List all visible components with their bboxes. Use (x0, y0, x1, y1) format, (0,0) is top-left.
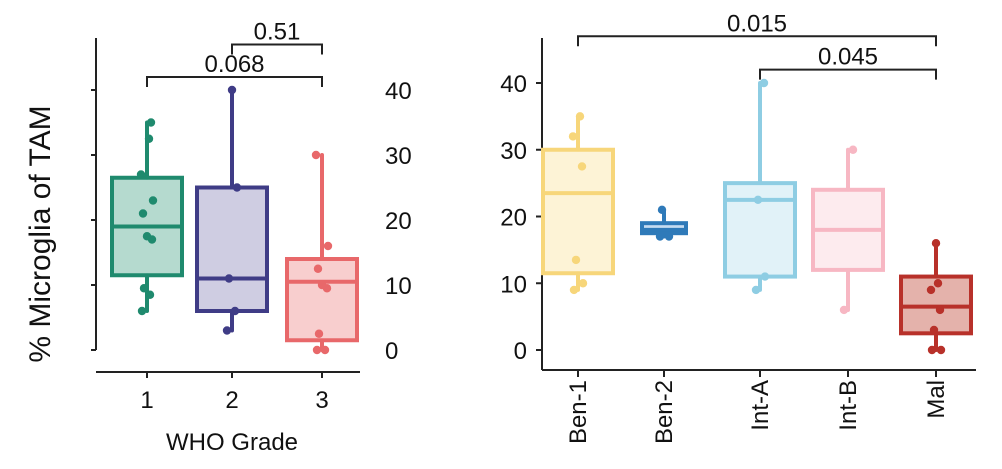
right-significance-bracket: 0.015 (577, 10, 937, 47)
data-point (227, 85, 237, 95)
left-box-1 (110, 118, 184, 316)
data-point (839, 305, 849, 315)
left-y-tick-label: 20 (385, 208, 412, 235)
left-x-tick-label: 2 (225, 387, 238, 414)
bracket-line (231, 43, 323, 55)
left-boxes (110, 85, 359, 355)
right-box-Ben-1 (541, 112, 615, 295)
right-box-Mal (899, 239, 973, 355)
data-point (323, 241, 333, 251)
data-point (311, 150, 321, 160)
right-annotations: 0.015 0.045 (577, 10, 937, 80)
data-point (577, 162, 587, 171)
data-point (137, 306, 147, 316)
data-point (655, 232, 665, 241)
data-point (224, 274, 234, 283)
data-point (760, 272, 770, 281)
data-point (926, 285, 936, 295)
left-x-ticks: 1 2 3 (140, 372, 329, 414)
data-point (144, 134, 154, 143)
data-point (148, 196, 158, 205)
bracket-line (146, 76, 323, 87)
left-significance-bracket: 0.068 (146, 51, 323, 87)
data-point (578, 279, 588, 288)
box-body (541, 147, 615, 276)
data-point (232, 183, 242, 192)
data-point (753, 195, 763, 205)
data-point (230, 306, 240, 316)
data-point (146, 118, 156, 127)
data-point (139, 284, 149, 293)
right-x-tick-label: Ben-1 (565, 380, 592, 444)
data-point (317, 280, 327, 290)
right-x-ticks: Ben-1 Ben-2 Int-A Int-B Mal (565, 370, 950, 444)
data-point (935, 305, 945, 315)
left-y-ticks: 0 10 20 30 40 (91, 78, 412, 365)
left-x-tick-label: 1 (140, 387, 153, 414)
box-body (285, 257, 359, 343)
right-boxes (541, 78, 973, 355)
right-y-tick-label: 0 (514, 338, 527, 365)
p-value-label: 0.068 (204, 51, 264, 78)
data-point (142, 232, 152, 241)
data-point (936, 345, 946, 355)
bracket-line (759, 68, 937, 80)
left-significance-bracket: 0.51 (231, 19, 323, 55)
right-x-tick-label: Int-B (835, 380, 862, 431)
chart-left: % Microglia of TAM WHO Grade 0 10 20 30 40 1… (24, 19, 412, 457)
data-point (929, 325, 939, 335)
right-y-tick-label: 10 (500, 271, 527, 298)
data-point (575, 112, 585, 121)
data-point (664, 232, 674, 241)
right-box-Int-B (811, 145, 885, 315)
data-point (848, 145, 858, 154)
left-annotations: 0.51 0.068 (146, 19, 323, 87)
p-value-label: 0.045 (818, 44, 878, 71)
right-box-Int-A (723, 78, 797, 295)
data-point (568, 132, 578, 141)
data-point (569, 285, 579, 295)
data-point (312, 345, 322, 355)
data-point (313, 264, 323, 273)
left-x-tick-label: 3 (315, 387, 328, 414)
left-box-2 (195, 85, 269, 335)
right-y-tick-label: 40 (500, 71, 527, 98)
data-point (222, 326, 232, 335)
right-x-tick-label: Int-A (747, 380, 774, 431)
box-body (195, 185, 269, 313)
left-y-tick-label: 40 (385, 78, 412, 105)
data-point (136, 170, 146, 179)
data-point (138, 209, 148, 218)
data-point (751, 285, 761, 295)
data-point (931, 239, 941, 248)
p-value-label: 0.51 (254, 19, 301, 46)
right-significance-bracket: 0.045 (759, 44, 937, 80)
left-y-tick-label: 0 (385, 338, 398, 365)
data-point (145, 290, 155, 299)
right-y-tick-label: 20 (500, 205, 527, 232)
data-point (927, 345, 937, 355)
left-y-tick-label: 30 (385, 143, 412, 170)
left-y-tick-label: 10 (385, 273, 412, 300)
data-point (320, 345, 330, 355)
data-point (933, 279, 943, 288)
left-y-axis-label: % Microglia of TAM (24, 105, 57, 362)
data-point (759, 78, 769, 88)
data-point (314, 329, 324, 338)
right-y-tick-label: 30 (500, 138, 527, 165)
data-point (657, 205, 667, 215)
right-x-tick-label: Mal (923, 380, 950, 419)
right-box-Ben-2 (640, 205, 688, 241)
right-x-tick-label: Ben-2 (651, 380, 678, 444)
left-box-3 (285, 150, 359, 355)
left-x-axis-label: WHO Grade (166, 429, 298, 456)
bracket-line (577, 35, 937, 47)
right-y-ticks: 0 10 20 30 40 (500, 71, 542, 365)
p-value-label: 0.015 (727, 10, 787, 37)
data-point (571, 255, 581, 265)
